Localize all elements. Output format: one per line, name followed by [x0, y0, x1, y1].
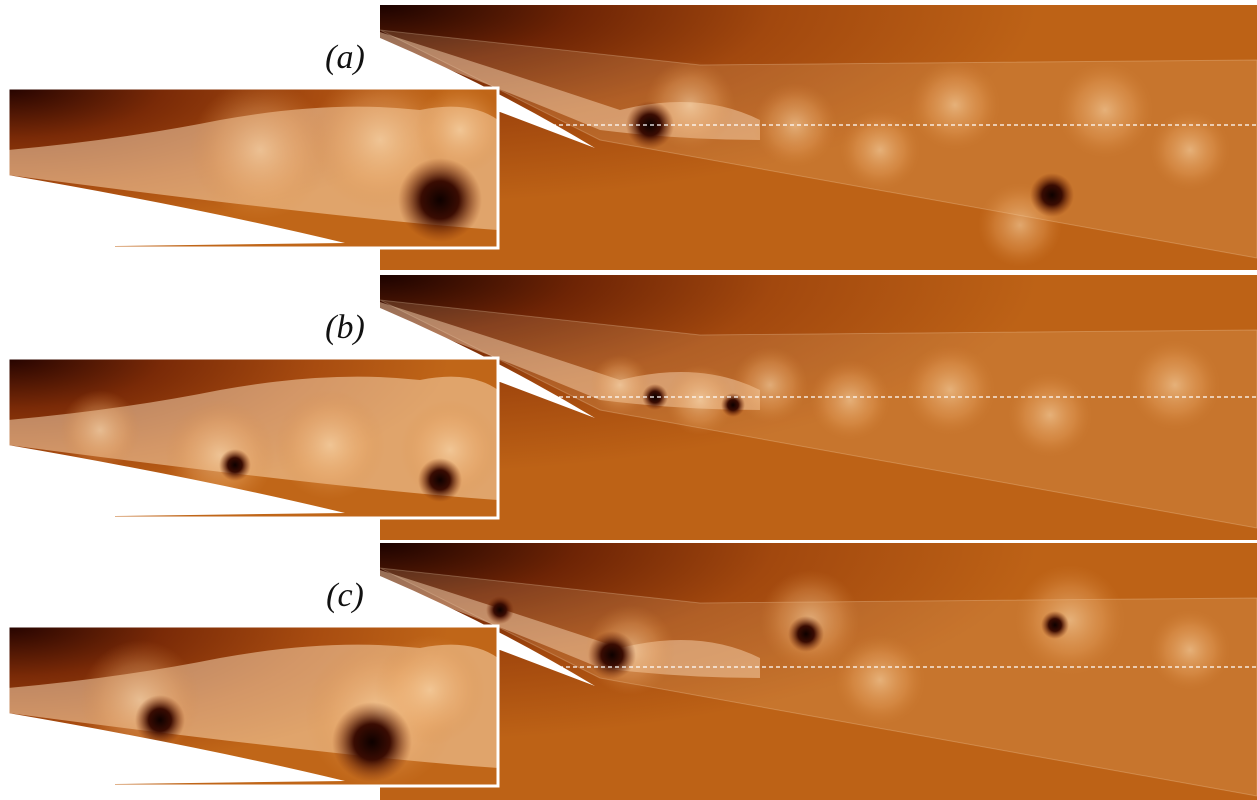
vortex-core — [721, 393, 745, 417]
inset — [8, 358, 498, 518]
vortex-structure — [1150, 110, 1230, 190]
panel: (c) — [6, 543, 1257, 800]
vortex-structure — [590, 355, 650, 415]
airfoil — [8, 713, 345, 786]
vortex-core — [418, 458, 462, 502]
vortex-structure — [275, 390, 385, 500]
vortex-structure — [1008, 373, 1092, 457]
vortex-core — [398, 158, 482, 242]
inset-border — [6, 624, 500, 788]
vortex-structure — [1150, 610, 1230, 690]
vortex-structure — [840, 110, 920, 190]
vortex-core — [788, 616, 824, 652]
main-field — [380, 5, 1257, 270]
panel-label: (a) — [325, 39, 365, 76]
inset-border — [6, 86, 500, 250]
airfoil — [8, 175, 345, 248]
vortex-structure — [1130, 340, 1220, 430]
vortex-structure — [1015, 565, 1125, 675]
vortex-core — [1030, 173, 1074, 217]
airfoil — [8, 445, 345, 518]
vortex-structure — [60, 390, 140, 470]
vortex-core — [486, 596, 514, 624]
vortex-structure — [905, 345, 995, 435]
vortex-structure — [1057, 62, 1153, 158]
vortex-structure — [910, 60, 1000, 150]
vortex-structure — [753, 83, 837, 167]
inset — [8, 88, 498, 248]
main-field — [380, 543, 1257, 800]
panel-label: (c) — [326, 577, 364, 614]
vortex-core — [332, 702, 412, 782]
vortex-structure — [810, 360, 890, 440]
vortex-core — [642, 384, 668, 410]
panel: (a) — [6, 5, 1257, 270]
inset-border — [6, 356, 500, 520]
inset — [8, 626, 498, 786]
shear-layer — [380, 302, 760, 410]
vortex-core — [135, 695, 185, 745]
vortex-core — [588, 631, 636, 679]
vortex-core — [219, 449, 251, 481]
panel-label: (b) — [325, 309, 365, 346]
vortex-structure — [732, 347, 808, 423]
vortex-structure — [835, 635, 925, 725]
vortex-structure — [415, 88, 498, 175]
vortex-structure — [665, 365, 735, 435]
vortex-core — [1041, 611, 1069, 639]
main-field — [380, 275, 1257, 540]
vortex-structure — [190, 88, 330, 220]
panel: (b) — [6, 275, 1257, 540]
